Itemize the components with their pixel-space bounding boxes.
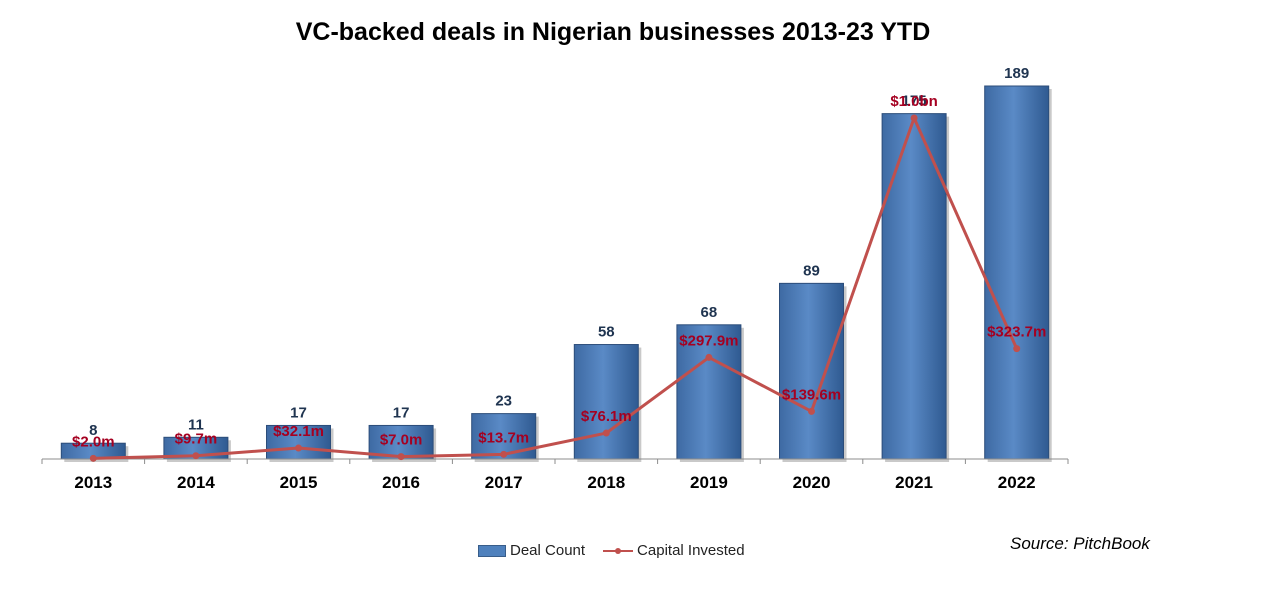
capital-invested-point	[89, 454, 97, 462]
deal-count-data-label: 68	[701, 304, 718, 321]
capital-invested-point	[1013, 345, 1021, 353]
capital-invested-point	[397, 453, 405, 461]
capital-invested-point	[602, 429, 610, 437]
capital-invested-data-label: $76.1m	[581, 408, 632, 425]
deal-count-data-label: 189	[1004, 65, 1029, 82]
capital-invested-point	[705, 353, 713, 361]
deal-count-bar	[676, 324, 742, 460]
capital-invested-point	[192, 452, 200, 460]
deal-count-bar	[881, 113, 947, 460]
deal-count-bar	[266, 424, 331, 460]
capital-line-layer	[89, 114, 1021, 462]
capital-invested-point	[295, 444, 302, 452]
legend-label-capital-invested: Capital Invested	[637, 542, 745, 559]
x-tick-label: 2020	[793, 473, 831, 492]
deal-count-data-label: 17	[393, 404, 410, 421]
deal-count-data-label: 175	[902, 93, 927, 110]
capital-invested-point	[808, 407, 815, 415]
labels-layer: 8 11 17 17 23 58 68 89 175 189 $2.0m $9.7m $32.1m $7.…	[72, 65, 1046, 450]
bars-layer	[60, 85, 1052, 462]
deal-count-data-label: 58	[598, 324, 615, 341]
x-tick-label: 2013	[74, 473, 112, 492]
x-tick-label: 2022	[998, 473, 1036, 492]
x-tick-label: 2019	[690, 473, 728, 492]
x-tick-label: 2015	[280, 473, 318, 492]
legend: Deal Count Capital Invested	[478, 542, 763, 559]
x-tick-label: 2016	[382, 473, 420, 492]
capital-invested-data-label: $139.6m	[782, 386, 841, 403]
x-tick-label: 2014	[177, 473, 215, 492]
capital-invested-data-label: $297.9m	[679, 332, 738, 349]
source-note: Source: PitchBook	[1010, 534, 1150, 553]
deal-count-data-label: 17	[290, 404, 307, 421]
capital-invested-data-label: $1.0bn	[890, 93, 938, 110]
capital-invested-data-label: $323.7m	[987, 324, 1046, 341]
deal-count-bar	[779, 282, 844, 460]
capital-invested-data-label: $32.1m	[273, 423, 324, 440]
legend-swatch-bar	[478, 544, 506, 557]
capital-invested-point	[500, 450, 508, 458]
legend-label-deal-count: Deal Count	[510, 542, 586, 559]
x-tick-label: 2018	[587, 473, 625, 492]
capital-invested-data-label: $7.0m	[380, 432, 423, 449]
deal-count-bar	[573, 344, 639, 460]
legend-item-deal-count: Deal Count	[478, 542, 585, 559]
x-tick-label: 2017	[485, 473, 523, 492]
capital-invested-point	[910, 114, 918, 122]
capital-invested-data-label: $13.7m	[478, 429, 529, 446]
deal-count-data-label: 11	[188, 416, 204, 433]
capital-invested-data-label: $9.7m	[175, 431, 218, 448]
deal-count-bar	[984, 85, 1050, 460]
chart-title: VC-backed deals in Nigerian businesses 2…	[295, 18, 931, 46]
capital-invested-line	[93, 116, 1019, 460]
legend-item-capital-invested: Capital Invested	[603, 542, 745, 559]
deal-count-data-label: 89	[803, 262, 820, 279]
deal-count-data-label: 23	[495, 393, 512, 410]
x-tick-label: 2021	[895, 473, 933, 492]
legend-swatch-line	[603, 546, 634, 556]
capital-invested-data-label: $2.0m	[72, 433, 115, 450]
deal-count-data-label: 8	[89, 422, 97, 439]
x-axis: 2013 2014 2015 2016 2017 2018 2019 2020 2021 2022	[41, 458, 1069, 492]
